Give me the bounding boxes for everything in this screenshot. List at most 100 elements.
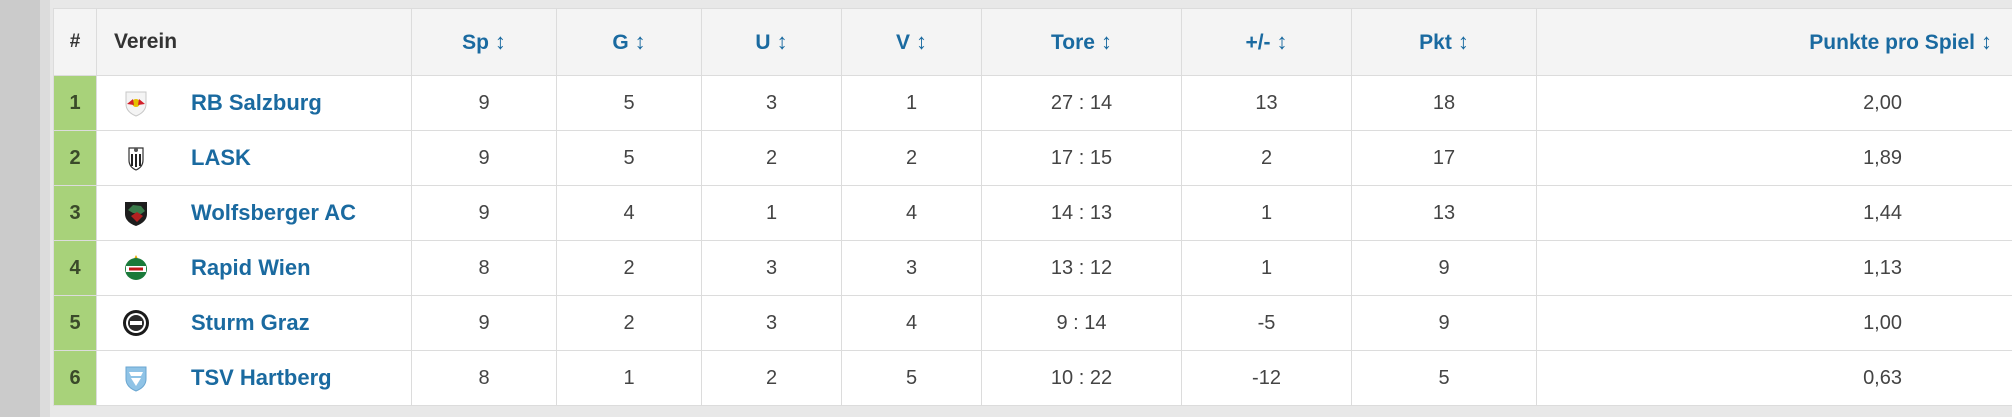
header-g-label[interactable]: G <box>612 31 629 54</box>
v-cell: 3 <box>841 240 982 296</box>
header-g[interactable]: G ↕ <box>556 8 702 76</box>
window-left-gutter <box>40 0 50 417</box>
sp-cell: 9 <box>411 185 557 241</box>
diff-cell: 2 <box>1181 130 1352 186</box>
tore-cell: 17 : 15 <box>981 130 1182 186</box>
header-v[interactable]: V ↕ <box>841 8 982 76</box>
header-sp-label[interactable]: Sp <box>462 31 489 54</box>
ppg-cell: 2,00 <box>1536 75 2012 131</box>
header-v-label[interactable]: V <box>895 31 910 54</box>
u-cell: 1 <box>701 185 842 241</box>
club-link[interactable]: Rapid Wien <box>191 255 311 280</box>
club-link[interactable]: TSV Hartberg <box>191 365 332 390</box>
window-left-edge <box>0 0 40 417</box>
header-pkt-label[interactable]: Pkt <box>1419 31 1452 54</box>
sp-cell: 8 <box>411 350 557 406</box>
table-header-row: # Verein Sp ↕ G ↕ U ↕ V ↕ Tore ↕ +/- ↕ Pkt ↕ Pu… <box>53 8 2012 76</box>
sp-cell: 8 <box>411 240 557 296</box>
ppg-cell: 1,00 <box>1536 295 2012 351</box>
sturm-crest-icon[interactable] <box>121 308 151 338</box>
lask-crest-icon[interactable] <box>121 143 151 173</box>
u-cell: 3 <box>701 75 842 131</box>
u-cell: 2 <box>701 130 842 186</box>
rank-cell: 1 <box>53 75 97 131</box>
diff-cell: -5 <box>1181 295 1352 351</box>
ppg-cell: 0,63 <box>1536 350 2012 406</box>
ppg-cell: 1,89 <box>1536 130 2012 186</box>
header-u-label[interactable]: U <box>755 31 771 54</box>
v-cell: 4 <box>841 185 982 241</box>
diff-cell: -12 <box>1181 350 1352 406</box>
rapid-crest-icon[interactable] <box>121 253 151 283</box>
red-bull-crest-icon[interactable] <box>121 88 151 118</box>
club-link[interactable]: LASK <box>191 145 251 170</box>
pkt-cell: 18 <box>1351 75 1537 131</box>
header-rank: # <box>53 8 97 76</box>
diff-cell: 13 <box>1181 75 1352 131</box>
v-cell: 2 <box>841 130 982 186</box>
league-table-container: # Verein Sp ↕ G ↕ U ↕ V ↕ Tore ↕ +/- ↕ Pkt ↕ Pu… <box>53 8 2012 406</box>
header-pkt[interactable]: Pkt ↕ <box>1351 8 1537 76</box>
sort-icon[interactable]: ↕ <box>1457 29 1469 54</box>
sort-icon[interactable]: ↕ <box>776 29 788 54</box>
table-row: 4 Rapid Wien <box>53 240 2012 296</box>
club-cell: Sturm Graz <box>96 295 412 351</box>
club-link[interactable]: Wolfsberger AC <box>191 200 357 225</box>
pkt-cell: 9 <box>1351 295 1537 351</box>
rank-cell: 3 <box>53 185 97 241</box>
u-cell: 2 <box>701 350 842 406</box>
table-row: 3 Wolfsberger AC <box>53 185 2012 241</box>
v-cell: 1 <box>841 75 982 131</box>
table-row: 1 RB Salzburg <box>53 75 2012 131</box>
ppg-cell: 1,44 <box>1536 185 2012 241</box>
wolf-crest-icon[interactable] <box>121 198 151 228</box>
sp-cell: 9 <box>411 130 557 186</box>
hartberg-crest-icon[interactable] <box>121 363 151 393</box>
diff-cell: 1 <box>1181 240 1352 296</box>
header-rank-label: # <box>69 31 81 52</box>
ppg-cell: 1,13 <box>1536 240 2012 296</box>
sort-icon[interactable]: ↕ <box>634 29 646 54</box>
v-cell: 5 <box>841 350 982 406</box>
sort-icon[interactable]: ↕ <box>1100 29 1112 54</box>
header-u[interactable]: U ↕ <box>701 8 842 76</box>
g-cell: 5 <box>556 75 702 131</box>
header-ppg[interactable]: Punkte pro Spiel ↕ <box>1536 8 2012 76</box>
pkt-cell: 13 <box>1351 185 1537 241</box>
tore-cell: 13 : 12 <box>981 240 1182 296</box>
rank-cell: 5 <box>53 295 97 351</box>
g-cell: 1 <box>556 350 702 406</box>
club-cell: LASK <box>96 130 412 186</box>
club-link[interactable]: RB Salzburg <box>191 90 322 115</box>
g-cell: 5 <box>556 130 702 186</box>
u-cell: 3 <box>701 295 842 351</box>
sort-icon[interactable]: ↕ <box>1276 29 1288 54</box>
header-tore-label[interactable]: Tore <box>1051 31 1095 54</box>
header-diff-label[interactable]: +/- <box>1245 31 1271 54</box>
g-cell: 4 <box>556 185 702 241</box>
page-content: # Verein Sp ↕ G ↕ U ↕ V ↕ Tore ↕ +/- ↕ Pkt ↕ Pu… <box>50 0 2012 417</box>
tore-cell: 27 : 14 <box>981 75 1182 131</box>
club-cell: RB Salzburg <box>96 75 412 131</box>
header-ppg-label[interactable]: Punkte pro Spiel <box>1809 31 1975 54</box>
sp-cell: 9 <box>411 295 557 351</box>
u-cell: 3 <box>701 240 842 296</box>
header-sp[interactable]: Sp ↕ <box>411 8 557 76</box>
club-link[interactable]: Sturm Graz <box>191 310 310 335</box>
sort-icon[interactable]: ↕ <box>916 29 927 54</box>
sort-icon[interactable]: ↕ <box>494 29 506 54</box>
table-row: 2 L <box>53 130 2012 186</box>
header-club-label: Verein <box>114 30 178 53</box>
header-diff[interactable]: +/- ↕ <box>1181 8 1352 76</box>
header-tore[interactable]: Tore ↕ <box>981 8 1182 76</box>
league-table: # Verein Sp ↕ G ↕ U ↕ V ↕ Tore ↕ +/- ↕ Pkt ↕ Pu… <box>53 8 2012 406</box>
sort-icon[interactable]: ↕ <box>1981 29 1992 54</box>
tore-cell: 14 : 13 <box>981 185 1182 241</box>
header-club: Verein <box>96 8 412 76</box>
tore-cell: 10 : 22 <box>981 350 1182 406</box>
club-cell: Rapid Wien <box>96 240 412 296</box>
diff-cell: 1 <box>1181 185 1352 241</box>
sp-cell: 9 <box>411 75 557 131</box>
v-cell: 4 <box>841 295 982 351</box>
pkt-cell: 9 <box>1351 240 1537 296</box>
